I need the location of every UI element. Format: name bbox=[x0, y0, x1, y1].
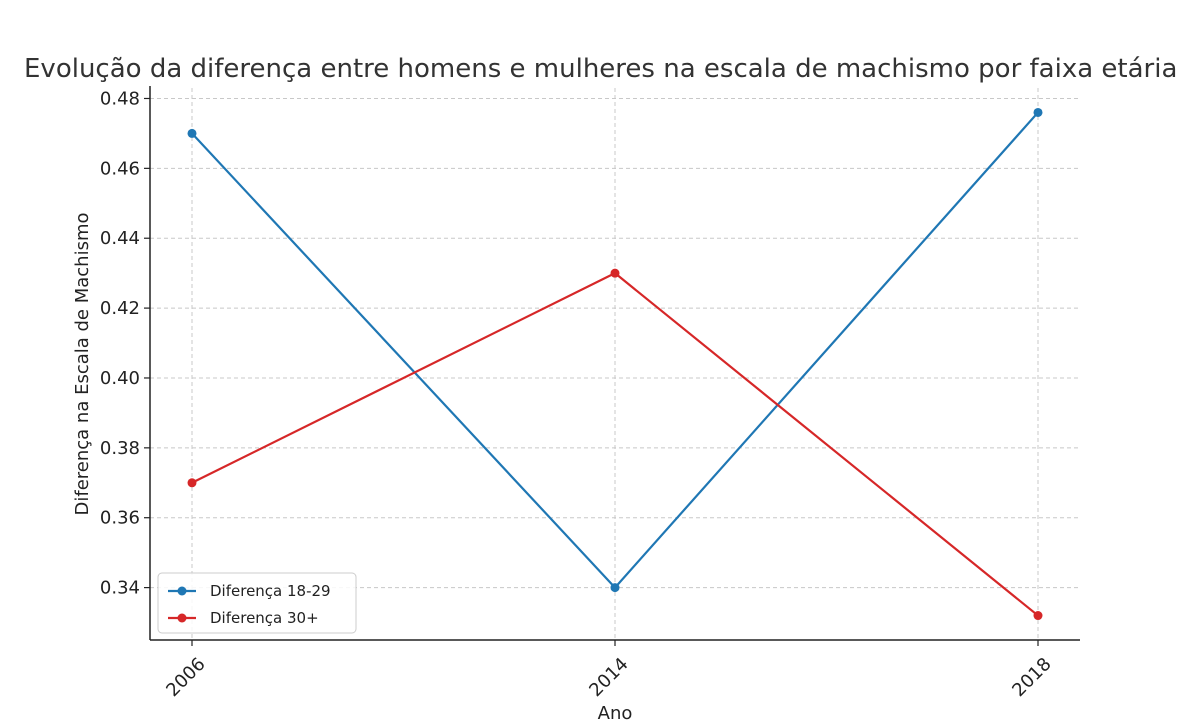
legend-marker-series-2 bbox=[177, 613, 187, 623]
x-axis-label: Ano bbox=[598, 703, 633, 720]
data-point-series-2 bbox=[1033, 611, 1043, 621]
legend-box bbox=[157, 572, 357, 634]
chart-series bbox=[187, 107, 1043, 621]
data-point-series-2 bbox=[187, 478, 197, 488]
y-tick-label: 0.42 bbox=[100, 298, 140, 319]
data-point-series-1 bbox=[187, 128, 197, 138]
y-tick-label: 0.34 bbox=[100, 578, 140, 599]
chart-title: Evolução da diferença entre homens e mul… bbox=[24, 54, 1177, 84]
legend-label-series-2: Diferença 30+ bbox=[210, 609, 319, 627]
chart-legend: Diferença 18-29 Diferença 30+ bbox=[157, 572, 357, 634]
x-tick-label: 2014 bbox=[585, 654, 632, 701]
legend-label-series-1: Diferença 18-29 bbox=[210, 582, 331, 600]
y-tick-label: 0.46 bbox=[100, 158, 140, 179]
legend-marker-series-1 bbox=[177, 586, 187, 596]
y-tick-label: 0.38 bbox=[100, 438, 140, 459]
y-tick-label: 0.40 bbox=[100, 368, 140, 389]
y-tick-label: 0.48 bbox=[100, 88, 140, 109]
data-point-series-1 bbox=[610, 583, 620, 593]
x-tick-label: 2018 bbox=[1008, 654, 1055, 701]
y-tick-label: 0.36 bbox=[100, 508, 140, 529]
y-axis-label: Diferença na Escala de Machismo bbox=[72, 212, 93, 515]
x-tick-label: 2006 bbox=[162, 654, 209, 701]
data-point-series-2 bbox=[610, 268, 620, 278]
data-point-series-1 bbox=[1033, 107, 1043, 117]
chart-ticks: 0.34 0.36 0.38 0.40 0.42 0.44 0.46 0.48 2006 2014… bbox=[100, 88, 1056, 700]
chart-grid bbox=[150, 88, 1080, 640]
y-tick-label: 0.44 bbox=[100, 228, 140, 249]
